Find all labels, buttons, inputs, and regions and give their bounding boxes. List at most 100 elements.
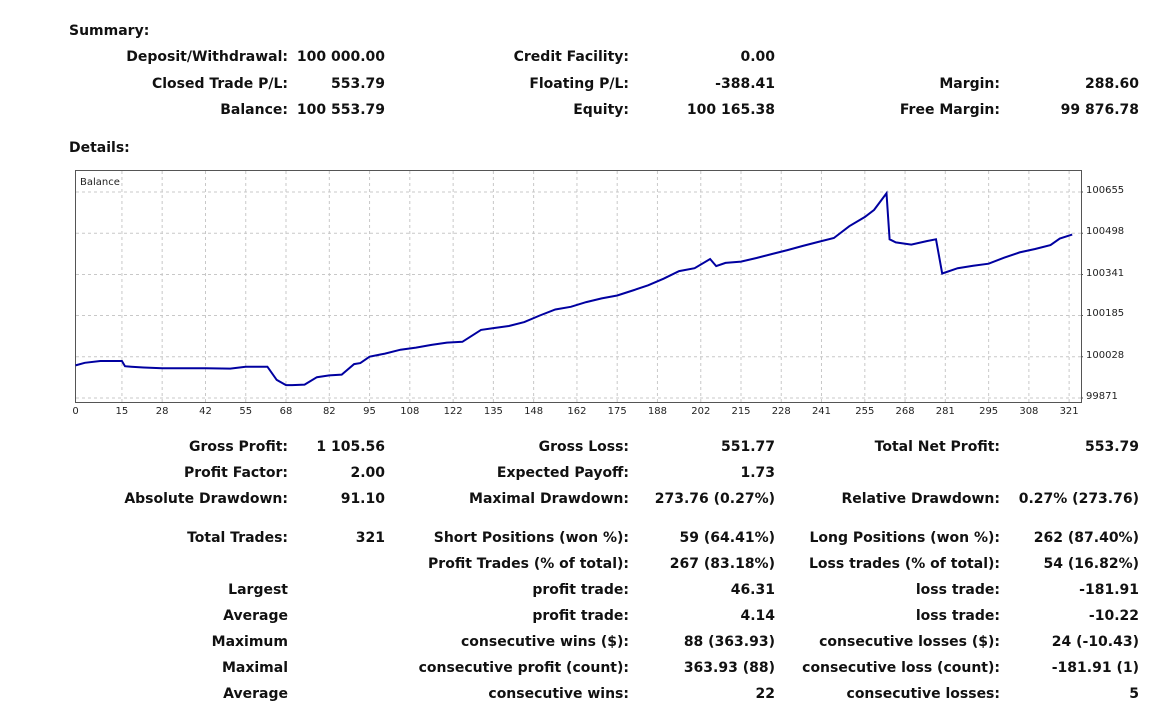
profit-factor-label: Profit Factor: xyxy=(183,465,288,481)
balance-chart: Balance 100655 100498 100341 100185 100028 99… xyxy=(72,170,1124,417)
maximal-cons-loss-label: consecutive loss (count): xyxy=(802,660,1000,676)
total-net-profit-label: Total Net Profit: xyxy=(874,439,1000,455)
profit-trades-value: 267 (83.18%) xyxy=(669,556,775,572)
x-tick-label: 148 xyxy=(524,406,544,417)
gross-loss-value: 551.77 xyxy=(720,439,775,455)
x-tick-label: 295 xyxy=(979,406,999,417)
x-tick-label: 268 xyxy=(895,406,915,417)
rel-drawdown-label: Relative Drawdown: xyxy=(841,491,1000,507)
largest-loss-value: -181.91 xyxy=(1079,582,1139,598)
x-tick-label: 308 xyxy=(1019,406,1039,417)
average-profit-value: 4.14 xyxy=(740,608,775,624)
x-tick-label: 188 xyxy=(647,406,667,417)
balance-label: Balance: xyxy=(220,102,288,118)
total-net-profit-value: 553.79 xyxy=(1084,439,1139,455)
x-tick-label: 42 xyxy=(199,406,212,417)
deposit-label: Deposit/Withdrawal: xyxy=(126,49,288,65)
rel-drawdown-value: 0.27% (273.76) xyxy=(1018,491,1139,507)
x-tick-label: 241 xyxy=(811,406,832,417)
max-drawdown-label: Maximal Drawdown: xyxy=(469,491,629,507)
chart-frame xyxy=(75,170,1082,403)
maximal-label: Maximal xyxy=(221,660,288,676)
x-tick-label: 108 xyxy=(400,406,420,417)
balance-chart-svg: Balance xyxy=(75,170,1083,403)
maximal-cons-profit-label: consecutive profit (count): xyxy=(418,660,629,676)
floating-pl-value: -388.41 xyxy=(715,76,775,92)
margin-value: 288.60 xyxy=(1084,76,1139,92)
maximal-cons-loss-value: -181.91 (1) xyxy=(1051,660,1139,676)
max-cons-wins-value: 88 (363.93) xyxy=(683,634,775,650)
details-title: Details: xyxy=(69,140,130,156)
short-positions-value: 59 (64.41%) xyxy=(679,530,775,546)
loss-trades-value: 54 (16.82%) xyxy=(1043,556,1139,572)
largest-loss-label: loss trade: xyxy=(915,582,1000,598)
y-tick-label: 100498 xyxy=(1086,226,1125,238)
credit-label: Credit Facility: xyxy=(513,49,629,65)
x-tick-label: 82 xyxy=(322,406,336,417)
max-cons-losses-value: 24 (-10.43) xyxy=(1051,634,1139,650)
abs-drawdown-label: Absolute Drawdown: xyxy=(124,491,288,507)
gross-profit-label: Gross Profit: xyxy=(188,439,288,455)
x-tick-label: 215 xyxy=(731,406,751,417)
y-tick-label: 99871 xyxy=(1086,391,1118,402)
x-tick-label: 175 xyxy=(607,406,627,417)
max-drawdown-value: 273.76 (0.27%) xyxy=(654,491,775,507)
x-tick-label: 321 xyxy=(1059,406,1079,417)
x-tick-label: 202 xyxy=(691,406,711,417)
margin-label: Margin: xyxy=(939,76,1000,92)
summary-title: Summary: xyxy=(69,23,150,39)
equity-value: 100 165.38 xyxy=(686,102,775,118)
x-tick-label: 0 xyxy=(72,406,79,417)
chart-title: Balance xyxy=(80,177,120,188)
x-tick-label: 281 xyxy=(935,406,955,417)
x-tick-label: 15 xyxy=(115,406,129,417)
average-cons-label: Average xyxy=(223,686,288,702)
balance-value: 100 553.79 xyxy=(296,102,385,118)
long-positions-label: Long Positions (won %): xyxy=(809,530,1000,546)
x-tick-label: 255 xyxy=(855,406,875,417)
gross-loss-label: Gross Loss: xyxy=(538,439,629,455)
x-tick-label: 68 xyxy=(279,406,293,417)
credit-value: 0.00 xyxy=(740,49,775,65)
x-tick-label: 28 xyxy=(155,406,169,417)
closed-pl-label: Closed Trade P/L: xyxy=(151,76,288,92)
loss-trades-label: Loss trades (% of total): xyxy=(809,556,1000,572)
max-cons-losses-label: consecutive losses ($): xyxy=(819,634,1000,650)
average-profit-label: profit trade: xyxy=(532,608,629,624)
gross-profit-value: 1 105.56 xyxy=(316,439,385,455)
y-tick-label: 100341 xyxy=(1086,267,1125,279)
expected-payoff-value: 1.73 xyxy=(740,465,775,481)
long-positions-value: 262 (87.40%) xyxy=(1033,530,1139,546)
max-cons-wins-label: consecutive wins ($): xyxy=(460,634,629,650)
expected-payoff-label: Expected Payoff: xyxy=(496,465,629,481)
average-label: Average xyxy=(223,608,288,624)
y-tick-label: 100655 xyxy=(1086,185,1125,196)
largest-profit-value: 46.31 xyxy=(730,582,775,598)
free-margin-label: Free Margin: xyxy=(899,102,1000,118)
avg-cons-wins-label: consecutive wins: xyxy=(488,686,629,702)
x-tick-label: 95 xyxy=(363,406,376,417)
closed-pl-value: 553.79 xyxy=(330,76,385,92)
largest-label: Largest xyxy=(228,582,288,598)
x-tick-label: 162 xyxy=(567,406,587,417)
abs-drawdown-value: 91.10 xyxy=(340,491,385,507)
average-loss-label: loss trade: xyxy=(915,608,1000,624)
x-tick-label: 228 xyxy=(771,406,791,417)
profit-trades-label: Profit Trades (% of total): xyxy=(428,556,629,572)
equity-label: Equity: xyxy=(573,102,629,118)
total-trades-value: 321 xyxy=(355,530,385,546)
total-trades-label: Total Trades: xyxy=(187,530,288,546)
y-tick-label: 100185 xyxy=(1086,308,1125,320)
x-tick-label: 135 xyxy=(483,406,503,417)
maximum-label: Maximum xyxy=(211,634,288,650)
avg-cons-wins-value: 22 xyxy=(755,686,775,702)
largest-profit-label: profit trade: xyxy=(532,582,629,598)
x-tick-label: 122 xyxy=(443,406,463,417)
maximal-cons-profit-value: 363.93 (88) xyxy=(683,660,775,676)
short-positions-label: Short Positions (won %): xyxy=(433,530,629,546)
free-margin-value: 99 876.78 xyxy=(1060,102,1139,118)
average-loss-value: -10.22 xyxy=(1088,608,1139,624)
y-tick-label: 100028 xyxy=(1086,349,1125,361)
floating-pl-label: Floating P/L: xyxy=(529,76,629,92)
avg-cons-losses-value: 5 xyxy=(1129,686,1139,702)
